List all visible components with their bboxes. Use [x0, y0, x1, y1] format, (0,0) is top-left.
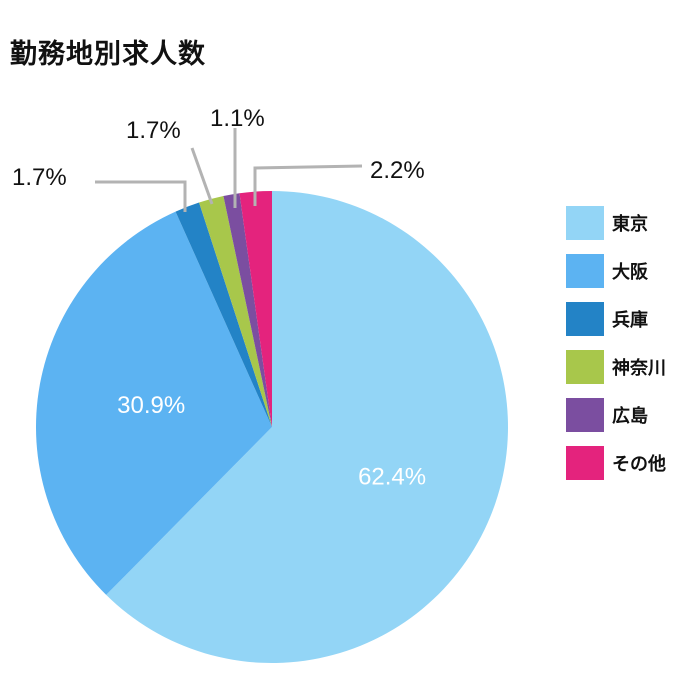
legend-label: 兵庫: [612, 310, 648, 331]
legend-swatch: [566, 398, 604, 432]
legend-label: 大阪: [612, 262, 648, 283]
legend-label: 神奈川: [612, 358, 666, 379]
legend-label: 広島: [612, 406, 648, 427]
pie-slice-other: [239, 191, 272, 427]
legend-swatch: [566, 254, 604, 288]
leader-line-other: [253, 164, 363, 206]
legend: 東京 大阪 兵庫 神奈川 広島 その他: [566, 206, 666, 494]
pie-slice-hiroshima: [223, 193, 272, 427]
leader-line-hyogo: [95, 180, 187, 212]
value-label-hyogo: 1.7%: [12, 164, 67, 191]
legend-label: その他: [612, 454, 666, 475]
pie-slice-osaka: [35, 211, 273, 595]
pie-slices: [35, 191, 508, 663]
chart-title: 勤務地別求人数: [10, 39, 206, 70]
pie-slice-kanagawa: [199, 196, 272, 427]
slice-value-labels: 62.4% 30.9% 1.7% 1.7% 1.1% 2.2%: [12, 105, 426, 490]
legend-swatch: [566, 302, 604, 336]
leader-line-kanagawa: [190, 147, 214, 205]
legend-item-other: その他: [566, 446, 666, 480]
legend-item-osaka: 大阪: [566, 254, 666, 288]
value-label-kanagawa: 1.7%: [126, 117, 181, 144]
legend-label: 東京: [612, 214, 648, 235]
value-label-tokyo: 62.4%: [358, 463, 426, 490]
legend-swatch: [566, 446, 604, 480]
legend-swatch: [566, 206, 604, 240]
legend-item-hyogo: 兵庫: [566, 302, 666, 336]
legend-item-kanagawa: 神奈川: [566, 350, 666, 384]
pie-slice-hyogo: [175, 202, 272, 427]
legend-swatch: [566, 350, 604, 384]
legend-item-hiroshima: 広島: [566, 398, 666, 432]
pie-slice-tokyo: [106, 191, 508, 663]
value-label-osaka: 30.9%: [117, 392, 185, 419]
legend-item-tokyo: 東京: [566, 206, 666, 240]
callout-leader-lines: [95, 128, 363, 212]
value-label-other: 2.2%: [370, 157, 425, 184]
value-label-hiroshima: 1.1%: [210, 105, 265, 132]
